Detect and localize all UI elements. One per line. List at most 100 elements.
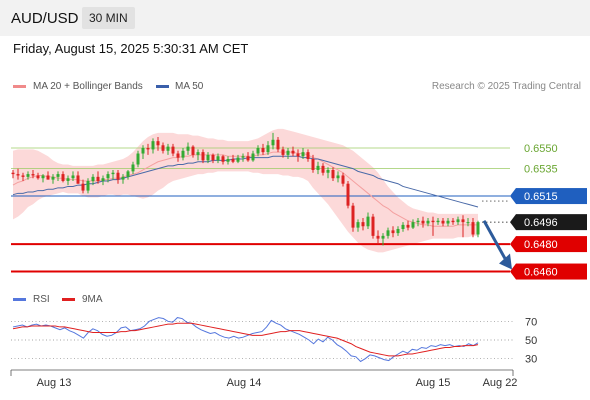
candle-body bbox=[336, 175, 340, 179]
x-axis-label: Aug 14 bbox=[227, 377, 262, 389]
candle-body bbox=[456, 219, 460, 223]
candle-body bbox=[51, 176, 55, 180]
candle-body bbox=[346, 183, 350, 206]
candle-body bbox=[141, 148, 145, 154]
candle-body bbox=[311, 159, 315, 170]
candle-body bbox=[136, 153, 140, 165]
header-bar: AUD/USD 30 MIN bbox=[0, 0, 590, 36]
candle-body bbox=[31, 174, 35, 176]
level-label: 0.6480 bbox=[524, 239, 558, 251]
candle-body bbox=[201, 152, 205, 161]
candle-body bbox=[186, 146, 190, 151]
candle-body bbox=[361, 222, 365, 227]
forecast-arrow-head bbox=[499, 253, 512, 270]
price-tag bbox=[516, 263, 587, 280]
candle-body bbox=[451, 220, 455, 223]
candle-body bbox=[166, 146, 170, 151]
candle-body bbox=[291, 150, 295, 154]
bollinger-band-area bbox=[13, 128, 478, 253]
candle-body bbox=[161, 145, 165, 151]
candle-body bbox=[241, 156, 245, 158]
candle-body bbox=[146, 148, 150, 150]
candle-body bbox=[66, 178, 70, 181]
candle-body bbox=[16, 174, 20, 176]
candle-body bbox=[256, 148, 260, 154]
candle-body bbox=[41, 175, 45, 179]
candle-body bbox=[61, 174, 65, 181]
price-tag-pointer bbox=[510, 263, 516, 280]
candle-body bbox=[356, 222, 360, 228]
candle-body bbox=[421, 220, 425, 224]
candle-body bbox=[76, 175, 80, 184]
level-label: 0.6550 bbox=[524, 143, 558, 155]
candle-body bbox=[21, 175, 25, 177]
candle-body bbox=[11, 172, 15, 175]
candle-body bbox=[426, 220, 430, 224]
candle-body bbox=[36, 175, 40, 179]
candle-body bbox=[176, 153, 180, 158]
price-tag bbox=[516, 214, 587, 231]
x-axis-label: Aug 15 bbox=[416, 377, 451, 389]
candle-body bbox=[121, 176, 125, 180]
candle-body bbox=[151, 141, 155, 150]
candle-body bbox=[296, 153, 300, 157]
legend-swatch-ma20 bbox=[13, 85, 26, 88]
candle-body bbox=[431, 220, 435, 223]
x-axis-label: Aug 22 bbox=[483, 377, 518, 389]
candle-body bbox=[471, 222, 475, 235]
candle-body bbox=[236, 157, 240, 162]
symbol-title: AUD/USD bbox=[11, 10, 79, 27]
candle-body bbox=[156, 141, 160, 146]
candle-body bbox=[301, 152, 305, 157]
legend-ma50-label: MA 50 bbox=[175, 81, 204, 92]
candle-body bbox=[96, 176, 100, 181]
candle-body bbox=[26, 174, 30, 177]
legend-swatch-9ma bbox=[62, 298, 75, 301]
candle-body bbox=[181, 150, 185, 158]
candle-body bbox=[386, 230, 390, 236]
candle-body bbox=[466, 222, 470, 224]
candle-body bbox=[266, 145, 270, 153]
candle-body bbox=[101, 178, 105, 181]
candle-body bbox=[246, 156, 250, 161]
price-tag-pointer bbox=[510, 214, 516, 231]
candle-body bbox=[401, 224, 405, 229]
candle-body bbox=[226, 159, 230, 162]
candle-body bbox=[326, 169, 330, 173]
price-tag bbox=[516, 188, 587, 205]
candle-body bbox=[56, 174, 60, 177]
ma20-line bbox=[12, 151, 478, 227]
candle-body bbox=[171, 146, 175, 154]
candle-body bbox=[126, 171, 130, 177]
candle-body bbox=[131, 164, 135, 172]
level-label: 0.6515 bbox=[524, 191, 558, 203]
candle-body bbox=[281, 149, 285, 155]
price-tag-pointer bbox=[510, 188, 516, 205]
candle-body bbox=[71, 175, 75, 179]
candle-body bbox=[416, 220, 420, 223]
candle-body bbox=[116, 172, 120, 180]
level-label: 0.6460 bbox=[524, 267, 558, 279]
rsi-line bbox=[12, 317, 479, 363]
candle-body bbox=[351, 205, 355, 228]
candle-body bbox=[441, 220, 445, 224]
x-axis-label: Aug 13 bbox=[37, 377, 72, 389]
candle-body bbox=[271, 139, 275, 146]
candle-body bbox=[306, 152, 310, 160]
candle-body bbox=[106, 174, 110, 179]
price-tag bbox=[516, 236, 587, 253]
level-label: 0.6535 bbox=[524, 164, 558, 176]
rsi-tick-label: 70 bbox=[525, 316, 537, 328]
candle-body bbox=[371, 216, 375, 236]
candle-body bbox=[46, 175, 50, 180]
candle-body bbox=[391, 230, 395, 234]
timeframe-button[interactable]: 30 MIN bbox=[82, 7, 135, 29]
price-tag-pointer bbox=[510, 236, 516, 253]
candle-body bbox=[476, 222, 480, 235]
level-label: 0.6496 bbox=[524, 217, 558, 229]
candle-body bbox=[381, 235, 385, 239]
candle-body bbox=[321, 165, 325, 173]
candle-body bbox=[211, 154, 215, 161]
candle-body bbox=[91, 176, 95, 181]
